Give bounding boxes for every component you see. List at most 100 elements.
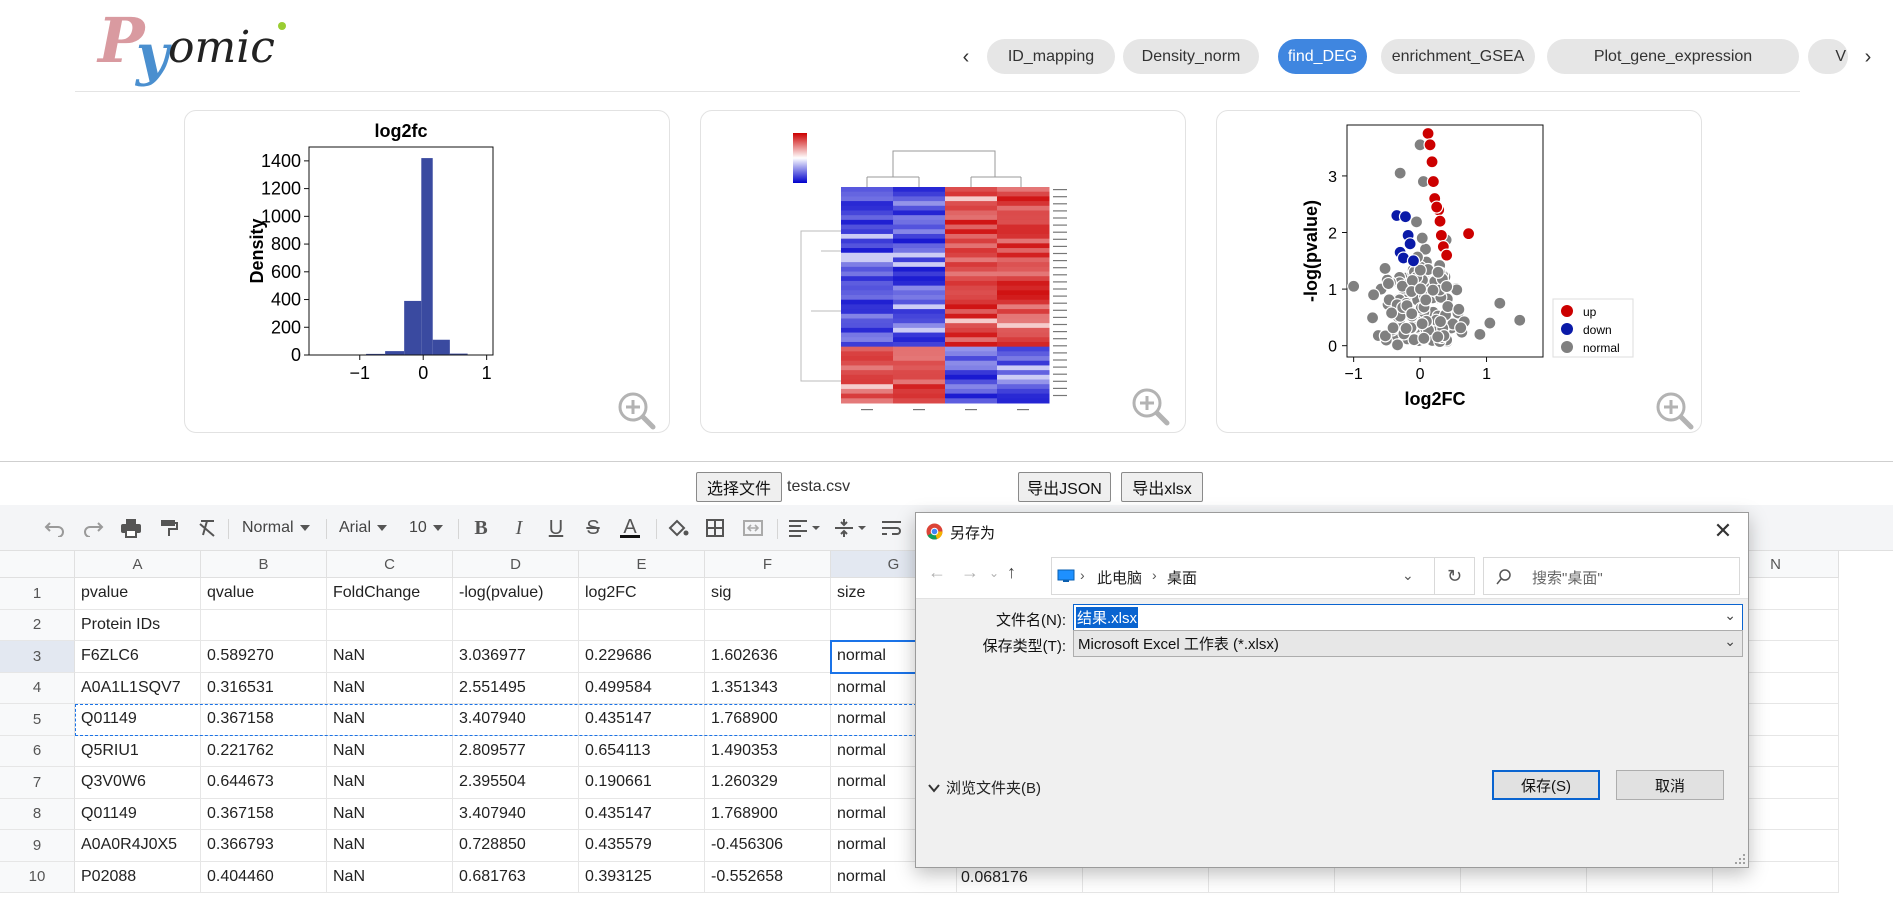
table-cell[interactable]	[453, 609, 579, 641]
font-select[interactable]: Arial	[339, 519, 388, 537]
filename-input[interactable]: 结果.xlsx ⌄	[1073, 604, 1743, 631]
column-header[interactable]: F	[705, 551, 831, 578]
undo-icon[interactable]	[43, 517, 67, 539]
table-cell[interactable]: -0.456306	[705, 830, 831, 862]
corner-header[interactable]	[0, 551, 75, 578]
cell-h10[interactable]: 0.068176	[961, 869, 1028, 886]
chevron-down-icon[interactable]: ⌄	[1402, 567, 1414, 583]
table-cell[interactable]: 1.768900	[705, 704, 831, 736]
table-cell[interactable]: pvalue	[75, 578, 201, 610]
table-cell[interactable]: -0.552658	[705, 861, 831, 893]
filetype-select[interactable]: Microsoft Excel 工作表 (*.xlsx) ⌄	[1073, 630, 1743, 657]
tabs-next-icon[interactable]: ›	[1864, 45, 1872, 68]
export-xlsx-button[interactable]: 导出xlsx	[1121, 472, 1203, 502]
row-header[interactable]: 7	[0, 767, 75, 799]
underline-icon[interactable]: U	[548, 516, 564, 539]
align-left-icon[interactable]	[787, 517, 823, 539]
table-cell[interactable]: 0.404460	[201, 861, 327, 893]
table-cell[interactable]: NaN	[327, 830, 453, 862]
table-cell[interactable]	[1587, 861, 1713, 893]
table-cell[interactable]: A0A1L1SQV7	[75, 672, 201, 704]
redo-icon[interactable]	[81, 517, 105, 539]
table-cell[interactable]	[1713, 735, 1839, 767]
table-cell[interactable]: A0A0R4J0X5	[75, 830, 201, 862]
table-cell[interactable]: Q5RIU1	[75, 735, 201, 767]
table-cell[interactable]: 0.190661	[579, 767, 705, 799]
table-cell[interactable]	[1335, 861, 1461, 893]
table-cell[interactable]: 0.644673	[201, 767, 327, 799]
table-cell[interactable]: 3.407940	[453, 798, 579, 830]
table-cell[interactable]	[201, 609, 327, 641]
cancel-button[interactable]: 取消	[1616, 770, 1724, 800]
italic-icon[interactable]: I	[515, 516, 523, 539]
tab-plot-gene-expression[interactable]: Plot_gene_expression	[1547, 39, 1799, 74]
close-icon[interactable]: ✕	[1713, 518, 1733, 543]
table-cell[interactable]	[1713, 798, 1839, 830]
table-cell[interactable]: 3.036977	[453, 641, 579, 673]
table-cell[interactable]: 1.602636	[705, 641, 831, 673]
table-cell[interactable]	[1713, 578, 1839, 610]
row-header[interactable]: 4	[0, 672, 75, 704]
row-header[interactable]: 10	[0, 861, 75, 893]
column-header[interactable]: D	[453, 551, 579, 578]
strikethrough-icon[interactable]: S	[586, 516, 600, 539]
clear-format-icon[interactable]	[195, 517, 219, 539]
tabs-prev-icon[interactable]: ‹	[962, 45, 970, 68]
table-cell[interactable]	[1713, 641, 1839, 673]
breadcrumb-this-pc[interactable]: 此电脑	[1097, 570, 1143, 587]
tab-enrichment-gsea[interactable]: enrichment_GSEA	[1381, 39, 1535, 74]
table-cell[interactable]	[1209, 861, 1335, 893]
row-header[interactable]: 9	[0, 830, 75, 862]
up-folder-icon[interactable]: ↑	[1007, 562, 1016, 582]
table-cell[interactable]	[579, 609, 705, 641]
back-arrow-icon[interactable]: ←	[928, 562, 946, 582]
table-cell[interactable]: NaN	[327, 798, 453, 830]
chevron-down-icon[interactable]: ⌄	[1724, 607, 1736, 623]
zoom-in-icon[interactable]	[617, 391, 657, 431]
tab-find-deg[interactable]: find_DEG	[1278, 39, 1367, 74]
address-bar[interactable]: › 此电脑 › 桌面 ⌄	[1051, 557, 1435, 595]
table-cell[interactable]: 2.809577	[453, 735, 579, 767]
table-cell[interactable]	[1083, 861, 1209, 893]
paint-format-icon[interactable]	[157, 517, 181, 539]
browse-folders-toggle[interactable]: 浏览文件夹(B)	[928, 777, 1041, 798]
table-cell[interactable]: 2.551495	[453, 672, 579, 704]
table-cell[interactable]: normal	[831, 861, 957, 893]
table-cell[interactable]: 2.395504	[453, 767, 579, 799]
table-cell[interactable]	[1713, 609, 1839, 641]
table-cell[interactable]: sig	[705, 578, 831, 610]
table-cell[interactable]: 0.316531	[201, 672, 327, 704]
row-header[interactable]: 3	[0, 641, 75, 673]
table-cell[interactable]	[1713, 704, 1839, 736]
table-cell[interactable]: log2FC	[579, 578, 705, 610]
merge-cells-icon[interactable]	[741, 517, 765, 539]
table-cell[interactable]: 1.490353	[705, 735, 831, 767]
table-cell[interactable]: 1.768900	[705, 798, 831, 830]
table-cell[interactable]: 0.654113	[579, 735, 705, 767]
fill-color-icon[interactable]	[666, 517, 690, 539]
table-cell[interactable]: 1.260329	[705, 767, 831, 799]
table-cell[interactable]	[1713, 861, 1839, 893]
choose-file-button[interactable]: 选择文件	[696, 472, 782, 502]
table-cell[interactable]: P02088	[75, 861, 201, 893]
table-cell[interactable]: F6ZLC6	[75, 641, 201, 673]
table-cell[interactable]: 3.407940	[453, 704, 579, 736]
row-header[interactable]: 1	[0, 578, 75, 610]
table-cell[interactable]: 0.435579	[579, 830, 705, 862]
table-cell[interactable]: 1.351343	[705, 672, 831, 704]
tab-id-mapping[interactable]: ID_mapping	[987, 39, 1115, 74]
text-wrap-icon[interactable]	[880, 517, 904, 539]
table-cell[interactable]: 0.367158	[201, 704, 327, 736]
table-cell[interactable]: 0.728850	[453, 830, 579, 862]
row-header[interactable]: 5	[0, 704, 75, 736]
tab-overflow[interactable]: V	[1808, 39, 1848, 74]
table-cell[interactable]: 0.435147	[579, 704, 705, 736]
table-cell[interactable]	[1461, 861, 1587, 893]
resize-grip-icon[interactable]	[1734, 853, 1746, 865]
vertical-align-icon[interactable]	[833, 517, 869, 539]
font-size-select[interactable]: 10	[409, 519, 443, 537]
breadcrumb-desktop[interactable]: 桌面	[1167, 570, 1198, 587]
table-cell[interactable]	[1713, 830, 1839, 862]
table-cell[interactable]: FoldChange	[327, 578, 453, 610]
text-color-icon[interactable]: A	[618, 517, 642, 539]
